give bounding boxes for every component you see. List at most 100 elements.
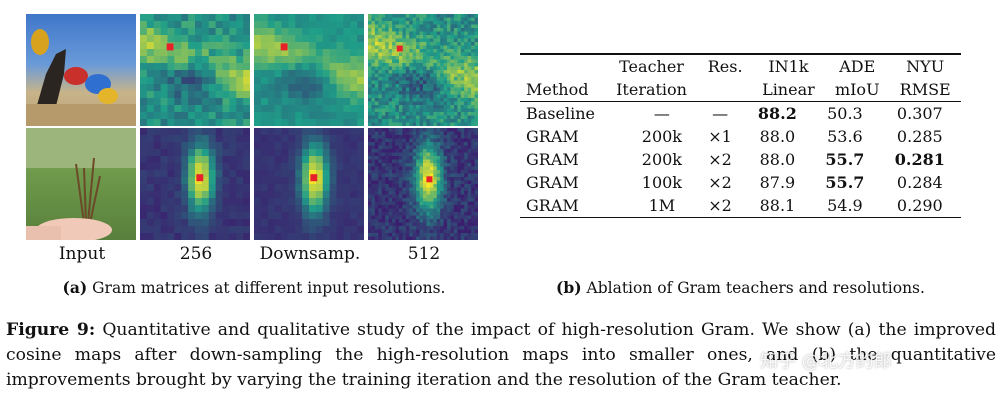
heatmap-cell [371,226,376,230]
cell-ade: 50.3 [827,103,863,123]
heatmap-cell [288,212,296,220]
heatmap-cell [474,38,478,43]
heatmap-cell [402,49,407,53]
heatmap-cell [229,170,237,178]
heatmap-cell [374,56,379,60]
heatmap-cell [385,212,390,216]
heatmap-cell [416,145,420,150]
heatmap-cell [295,112,303,120]
heatmap-cell [395,194,400,199]
heatmap-cell [395,56,400,60]
heatmap-cell [471,173,475,178]
heatmap-cell [215,42,223,50]
heatmap-cell [467,198,472,202]
heatmap-cell [174,170,182,178]
heatmap-cell [181,84,189,92]
heatmap-cell [474,226,478,230]
heatmap-cell [474,142,478,146]
heatmap-cell [453,21,458,25]
heatmap-cell [402,208,407,213]
heatmap-cell [429,208,434,213]
heatmap-cell [385,73,390,78]
heatmap-cell [381,236,386,240]
heatmap-cell [450,21,455,25]
heatmap-cell [405,112,410,116]
heatmap-cell [381,21,386,25]
heatmap-cell [388,56,393,60]
heatmap-cell [267,205,276,213]
heatmap-cell [474,177,478,181]
heatmap-cell [167,156,175,164]
heatmap-cell [447,108,451,113]
heatmap-cell [440,108,445,113]
heatmap-cell [368,138,372,143]
heatmap-cell [426,194,431,199]
heatmap-cell [436,42,441,46]
heatmap-cell [447,63,451,67]
heatmap-cell [195,119,203,126]
heatmap-cell [392,21,396,25]
heatmap-cell [412,31,417,36]
heatmap-cell [188,77,196,85]
heatmap-cell [385,233,390,237]
heatmap-cell [371,152,376,157]
heatmap-cell [457,219,462,223]
heatmap-cell [398,77,403,81]
heatmap-cell [450,98,455,102]
heatmap-cell [426,222,431,227]
heatmap-cell [381,52,386,57]
heatmap-cell [443,70,448,74]
heatmap-cell [371,119,376,123]
heatmap-cell [378,191,383,195]
heatmap-cell [423,170,427,174]
heatmap-cell [208,142,217,150]
heatmap-cell [443,131,448,136]
heatmap-cell [416,138,420,143]
header-cell: Method [526,79,589,99]
heatmap-cell [236,112,244,120]
heatmap-cell [181,35,189,43]
heatmap-cell [392,219,396,223]
heatmap-cell [416,84,420,88]
heatmap-cell [460,226,465,230]
heatmap-cell [450,31,455,36]
heatmap-cell [467,229,472,234]
heatmap-cell [457,226,462,230]
heatmap-cell [160,42,168,50]
heatmap-cell [416,152,420,157]
heatmap-cell [460,87,465,92]
heatmap-cell [322,191,331,199]
heatmap-cell [464,73,469,78]
heatmap-cell [426,226,431,230]
heatmap-cell [288,142,296,150]
heatmap-cell [388,149,393,153]
heatmap-cell [453,80,458,85]
heatmap-cell [453,156,458,160]
heatmap-cell [309,128,317,136]
heatmap-cell [460,145,465,150]
heatmap-cell [402,145,407,150]
heatmap-cell [281,35,289,43]
heatmap-cell [405,45,410,50]
heatmap-cell [460,112,465,116]
heatmap-cell [471,21,475,25]
heatmap-cell [450,91,455,95]
heatmap-cell [409,215,414,220]
heatmap-cell [419,112,424,116]
heatmap-cell [436,142,441,146]
heatmap-cell [416,156,420,160]
heatmap-cell [181,156,189,164]
heatmap-cell [416,198,420,202]
heatmap-cell [419,166,424,171]
heatmap-cell [412,159,417,164]
heatmap-cell [467,219,472,223]
heatmap-cell [453,119,458,123]
heatmap-cell [402,122,407,126]
heatmap-cell [457,84,462,88]
heatmap-cell [236,191,244,199]
heatmap-cell [419,52,424,57]
heatmap-cell [429,152,434,157]
heatmap-cell [140,28,148,36]
heatmap-cell [471,156,475,160]
heatmap-cell [201,233,210,240]
